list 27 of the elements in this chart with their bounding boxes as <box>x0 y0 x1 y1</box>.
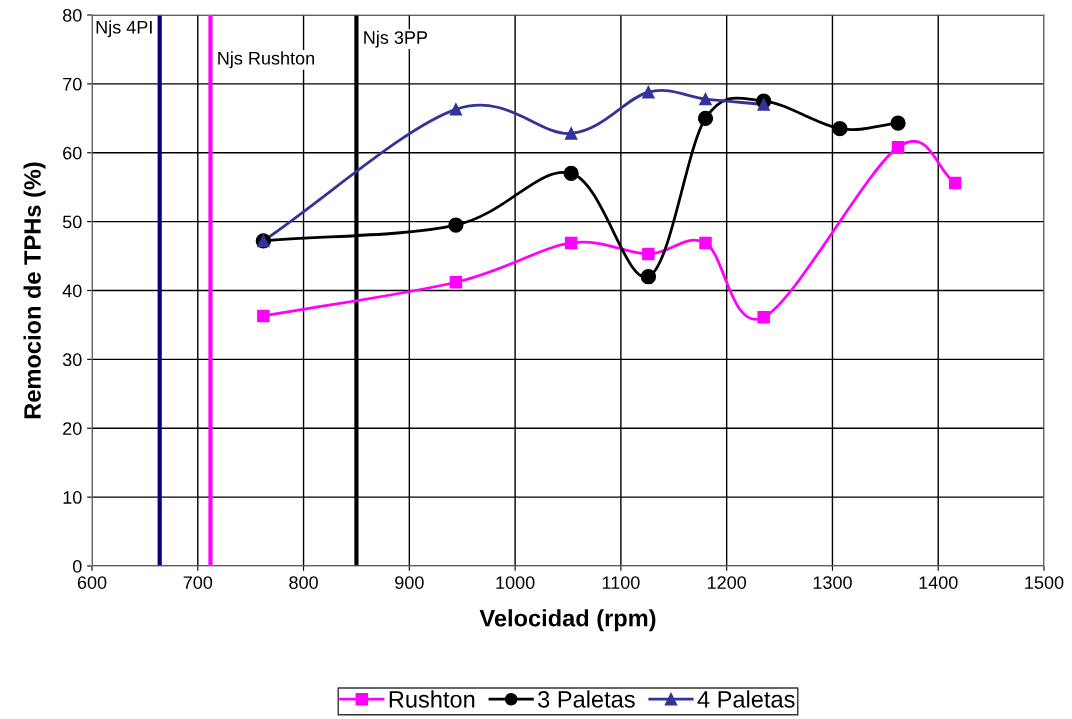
x-tick-label: 1400 <box>919 576 958 589</box>
ref-line-label: Njs Rushton <box>218 51 314 69</box>
legend-label: Rushton <box>389 690 475 708</box>
y-tick-label: 20 <box>63 422 82 435</box>
y-tick-label: 70 <box>63 77 82 91</box>
x-tick-label: 1100 <box>602 576 640 589</box>
x-axis-title: Velocidad (rpm) <box>479 609 656 632</box>
x-tick-label: 1300 <box>813 576 852 589</box>
x-tick-label: 900 <box>395 576 424 589</box>
legend-label: 3 Paletas <box>538 690 635 708</box>
y-tick-label: 40 <box>62 284 82 298</box>
x-tick-label: 1200 <box>707 576 747 589</box>
ref-line-label: Njs 4PI <box>96 20 152 38</box>
x-tick-label: 600 <box>77 576 107 589</box>
x-tick-label: 1500 <box>1025 576 1064 589</box>
y-tick-label: 50 <box>62 215 82 229</box>
y-tick-label: 0 <box>72 559 82 573</box>
x-tick-label: 700 <box>183 576 213 589</box>
y-axis-title: Remocion de TPHs (%) <box>23 162 46 419</box>
y-tick-label: 80 <box>62 8 82 22</box>
x-tick-label: 1000 <box>496 576 535 589</box>
x-tick-label: 800 <box>289 576 318 589</box>
y-tick-label: 60 <box>63 146 82 160</box>
legend-label: 4 Paletas <box>697 690 795 708</box>
ref-line-label: Njs 3PP <box>364 30 428 48</box>
y-tick-label: 30 <box>62 353 82 367</box>
y-tick-label: 10 <box>63 491 82 504</box>
